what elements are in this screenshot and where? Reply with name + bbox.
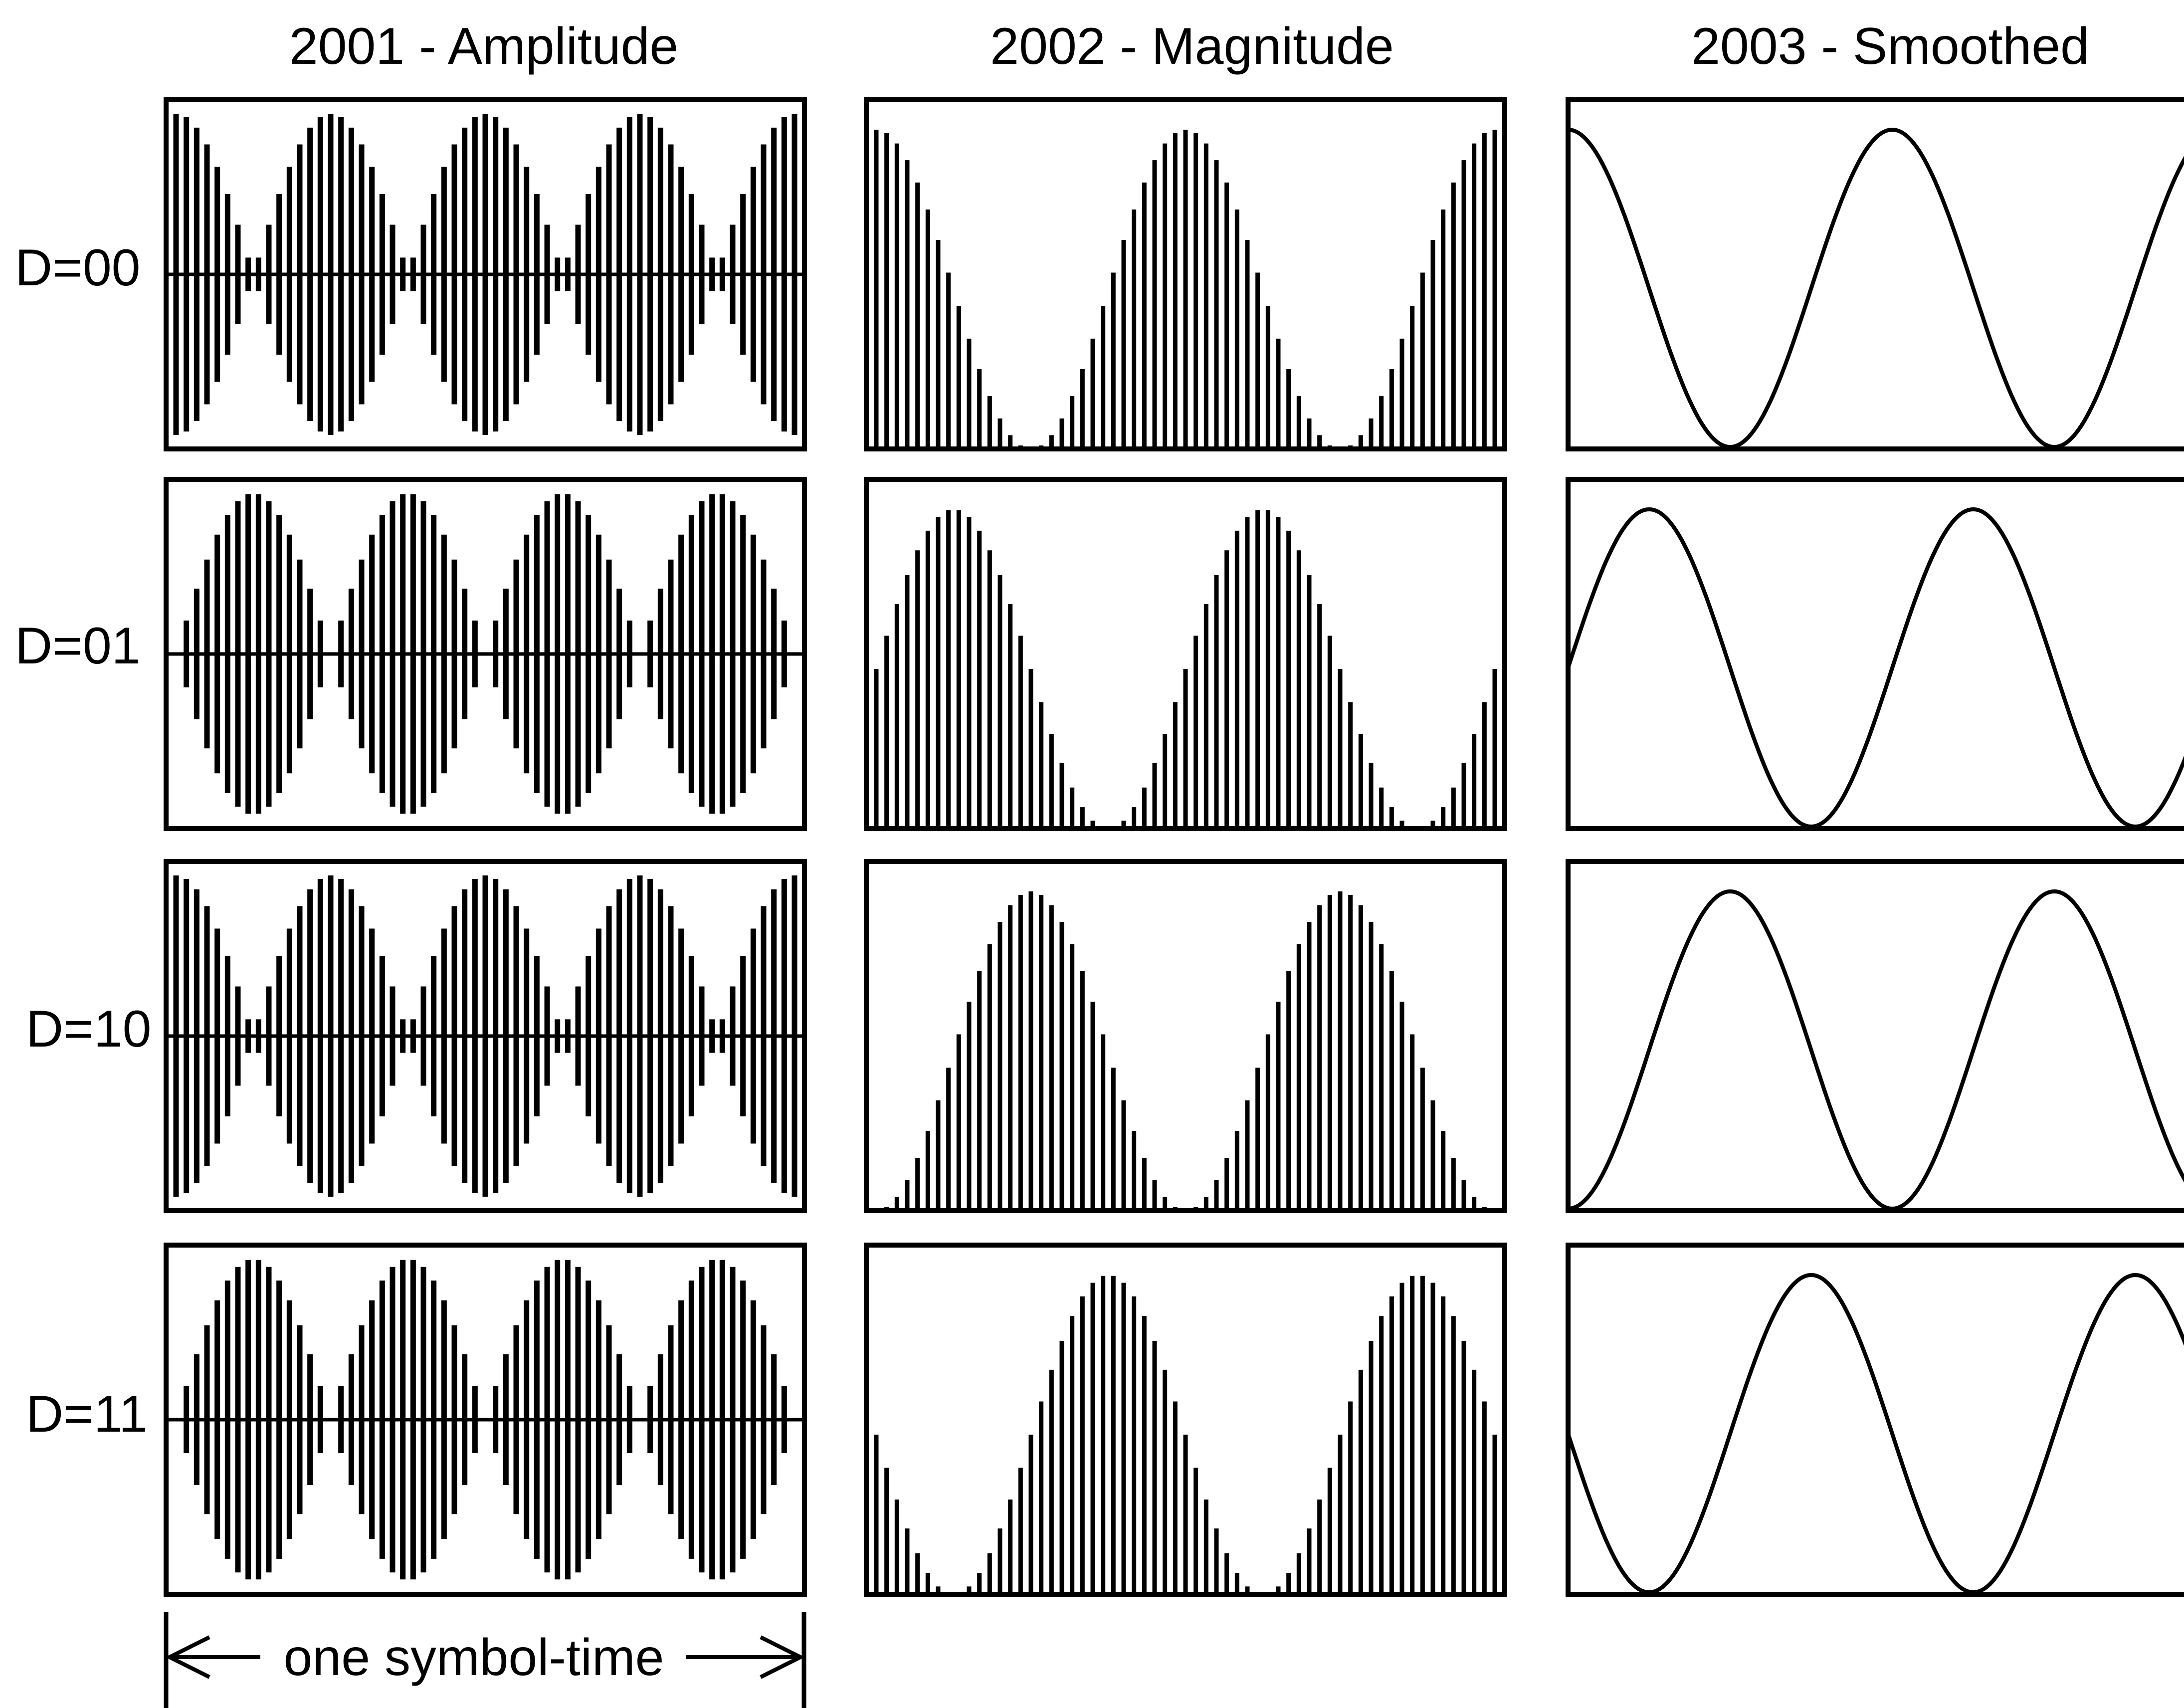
panel-trace	[166, 875, 804, 1197]
panel-frame	[864, 97, 1507, 451]
panel-trace	[166, 114, 804, 435]
panel-frame	[1566, 1243, 2184, 1597]
panel-frame	[164, 97, 807, 451]
panel-smoothed-3	[1566, 859, 2184, 1213]
symbol-time-left-arrowhead	[165, 1635, 210, 1679]
row-label-d00: D=00	[15, 239, 141, 297]
column-titles: 2001 - Amplitude 2002 - Magnitude 2003 -…	[289, 17, 2089, 75]
panel-amplitude-1	[164, 97, 807, 451]
smoothed-curve	[1568, 128, 2184, 449]
panel-magnitude-4	[864, 1243, 1507, 1597]
panel-smoothed-1	[1566, 97, 2184, 451]
row-label-d11: D=11	[26, 1385, 148, 1443]
panel-frame	[864, 859, 1507, 1213]
panel-trace	[874, 510, 1497, 829]
panel-amplitude-3	[164, 859, 807, 1213]
panel-smoothed-4	[1566, 1243, 2184, 1597]
smoothed-curve	[1568, 507, 2184, 829]
panel-magnitude-2	[864, 477, 1507, 831]
panel-amplitude-4	[164, 1243, 807, 1597]
panel-trace	[1568, 1273, 2184, 1594]
signal-panels	[164, 97, 2184, 1597]
panel-frame	[164, 1243, 807, 1597]
panel-magnitude-3	[864, 859, 1507, 1213]
symbol-time-label: one symbol-time	[284, 1629, 664, 1687]
panel-frame	[164, 477, 807, 831]
symbol-time-right-arrowhead	[760, 1635, 805, 1679]
panel-trace	[874, 130, 1497, 449]
smoothed-curve	[1568, 1273, 2184, 1594]
panel-trace	[1568, 889, 2184, 1211]
panel-frame	[1566, 477, 2184, 831]
panel-frame	[864, 1243, 1507, 1597]
panel-trace	[1568, 507, 2184, 829]
panel-smoothed-2	[1566, 477, 2184, 831]
panel-trace	[874, 1276, 1497, 1594]
column-title-amplitude: 2001 - Amplitude	[289, 17, 679, 75]
panel-trace	[166, 494, 804, 814]
panel-frame	[864, 477, 1507, 831]
smoothed-curve	[1568, 889, 2184, 1211]
row-labels: D=00 D=01 D=10 D=11	[15, 239, 152, 1443]
panel-frame	[1566, 859, 2184, 1213]
panel-trace	[166, 1260, 804, 1580]
panel-trace	[1568, 128, 2184, 449]
panel-amplitude-2	[164, 477, 807, 831]
column-title-smoothed: 2003 - Smoothed	[1691, 17, 2089, 75]
panel-frame	[164, 859, 807, 1213]
panel-magnitude-1	[864, 97, 1507, 451]
panel-frame	[1566, 97, 2184, 451]
row-label-d10: D=10	[26, 1000, 152, 1058]
symbol-time-indicator: one symbol-time	[164, 1612, 806, 1708]
row-label-d01: D=01	[15, 617, 141, 675]
panel-trace	[884, 891, 1487, 1211]
column-title-magnitude: 2002 - Magnitude	[990, 17, 1393, 75]
